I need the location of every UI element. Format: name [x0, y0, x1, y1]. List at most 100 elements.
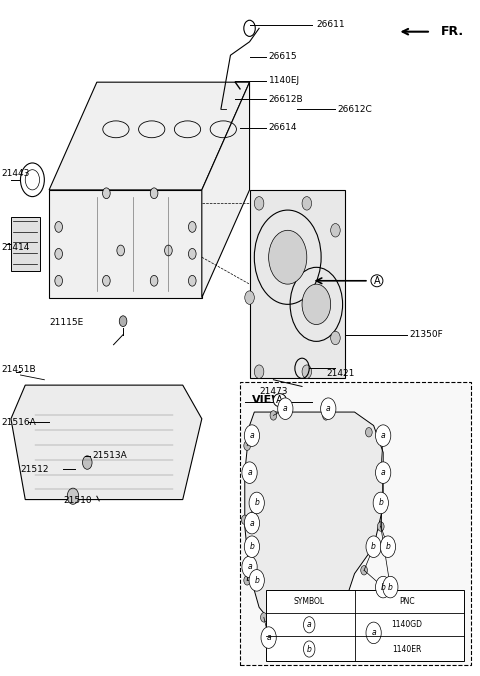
Circle shape — [375, 425, 391, 446]
Circle shape — [383, 577, 398, 598]
Circle shape — [67, 488, 79, 504]
Circle shape — [365, 427, 372, 437]
Text: b: b — [254, 576, 259, 585]
Circle shape — [377, 468, 384, 477]
Bar — [266, 590, 464, 661]
Circle shape — [189, 249, 196, 259]
Text: 1140GD: 1140GD — [392, 621, 422, 629]
Circle shape — [380, 536, 396, 558]
Circle shape — [294, 631, 300, 641]
Polygon shape — [202, 82, 250, 297]
Text: 21451B: 21451B — [1, 365, 36, 374]
Circle shape — [261, 612, 267, 622]
Circle shape — [165, 245, 172, 256]
Text: a: a — [247, 468, 252, 477]
Text: a: a — [381, 431, 385, 440]
Text: 21414: 21414 — [1, 243, 30, 251]
Text: 21473: 21473 — [259, 387, 288, 396]
Text: 26614: 26614 — [269, 124, 297, 132]
Circle shape — [244, 441, 251, 450]
Text: FR.: FR. — [441, 25, 464, 38]
Circle shape — [377, 522, 384, 531]
Circle shape — [241, 515, 248, 525]
Circle shape — [333, 442, 357, 476]
Circle shape — [55, 222, 62, 233]
Circle shape — [103, 188, 110, 199]
Text: a: a — [266, 633, 271, 642]
Circle shape — [331, 224, 340, 237]
Circle shape — [245, 291, 254, 304]
Circle shape — [55, 249, 62, 259]
Text: 21115E: 21115E — [49, 318, 84, 327]
Circle shape — [189, 275, 196, 286]
Circle shape — [366, 622, 381, 644]
Text: a: a — [326, 404, 331, 413]
Text: 21516A: 21516A — [1, 418, 36, 427]
Text: a: a — [250, 518, 254, 528]
Text: b: b — [307, 644, 312, 654]
Text: 21421: 21421 — [326, 368, 354, 377]
Circle shape — [375, 462, 391, 483]
Text: 21512: 21512 — [21, 465, 49, 474]
Text: a: a — [307, 621, 312, 629]
Circle shape — [331, 331, 340, 345]
Circle shape — [254, 365, 264, 379]
Text: 26615: 26615 — [269, 52, 297, 61]
Circle shape — [150, 275, 158, 286]
Polygon shape — [11, 217, 39, 270]
Circle shape — [150, 188, 158, 199]
Circle shape — [375, 577, 391, 598]
Text: 21510: 21510 — [63, 496, 92, 506]
Text: PNC: PNC — [399, 598, 415, 606]
Text: 26611: 26611 — [316, 20, 345, 30]
Text: b: b — [385, 542, 390, 551]
Text: a: a — [283, 404, 288, 413]
Text: 1140ER: 1140ER — [392, 644, 422, 654]
Circle shape — [373, 492, 388, 514]
Circle shape — [55, 275, 62, 286]
Circle shape — [249, 492, 264, 514]
Text: b: b — [254, 498, 259, 508]
Circle shape — [244, 512, 260, 534]
Circle shape — [302, 365, 312, 379]
FancyBboxPatch shape — [240, 382, 471, 665]
Circle shape — [361, 566, 367, 575]
Circle shape — [321, 398, 336, 420]
Text: 21443: 21443 — [1, 168, 30, 178]
Circle shape — [269, 231, 307, 284]
Circle shape — [244, 576, 251, 585]
Text: a: a — [372, 629, 376, 637]
Text: b: b — [250, 542, 254, 551]
Text: 21513A: 21513A — [92, 452, 127, 460]
Text: b: b — [378, 498, 383, 508]
Circle shape — [249, 570, 264, 591]
Circle shape — [302, 284, 331, 324]
Polygon shape — [250, 190, 345, 379]
Polygon shape — [245, 412, 383, 637]
Text: b: b — [371, 542, 376, 551]
Circle shape — [311, 583, 332, 612]
Polygon shape — [11, 385, 202, 500]
Circle shape — [242, 556, 257, 578]
Polygon shape — [49, 190, 202, 297]
Circle shape — [244, 536, 260, 558]
Text: 26612C: 26612C — [338, 105, 372, 114]
Text: 1140EJ: 1140EJ — [269, 76, 300, 85]
Text: a: a — [381, 468, 385, 477]
Circle shape — [254, 197, 264, 210]
Circle shape — [83, 456, 92, 469]
Text: 21350F: 21350F — [409, 330, 443, 339]
Text: 26612B: 26612B — [269, 95, 303, 103]
Text: b: b — [388, 583, 393, 592]
Text: a: a — [250, 431, 254, 440]
Circle shape — [278, 398, 293, 420]
Text: SYMBOL: SYMBOL — [294, 598, 325, 606]
Circle shape — [270, 411, 277, 420]
Text: VIEW: VIEW — [252, 395, 285, 405]
Circle shape — [277, 437, 308, 481]
Circle shape — [189, 222, 196, 233]
Circle shape — [302, 197, 312, 210]
Text: A: A — [373, 276, 380, 286]
Circle shape — [103, 275, 110, 286]
Text: A: A — [276, 395, 283, 405]
